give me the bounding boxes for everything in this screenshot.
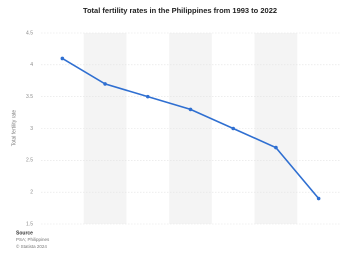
point — [188, 107, 193, 112]
point — [231, 126, 236, 131]
y-tick-label: 1.5 — [26, 221, 33, 227]
y-tick-label: 3.5 — [26, 94, 33, 100]
y-tick-label: 2 — [30, 189, 33, 195]
y-tick-label: 4.5 — [26, 30, 33, 36]
y-tick-label: 2.5 — [26, 158, 33, 164]
plot-background — [83, 33, 298, 224]
chart-title: Total fertility rates in the Philippines… — [83, 6, 277, 15]
y-tick-label: 3 — [30, 126, 33, 132]
point — [145, 94, 150, 99]
point — [103, 82, 107, 86]
source: PSA; Philippines — [16, 237, 50, 242]
copyright: © Statista 2024 — [16, 243, 47, 249]
band — [169, 33, 212, 224]
point — [60, 56, 65, 61]
y-axis-label: Total fertility rate — [11, 110, 17, 147]
y-tick-label: 4 — [30, 62, 33, 68]
point — [274, 145, 278, 150]
source-heading: Source — [16, 230, 33, 236]
point — [316, 196, 321, 201]
